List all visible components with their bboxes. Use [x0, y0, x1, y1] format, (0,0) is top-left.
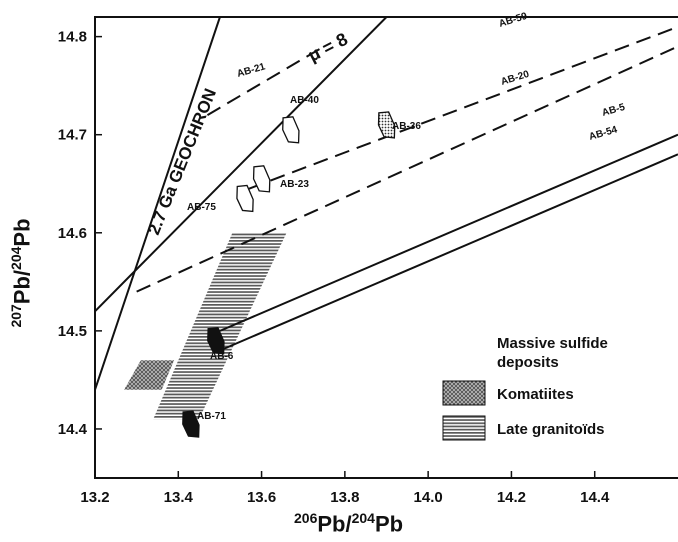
sample-ab-40	[282, 116, 300, 144]
ab-54-line	[219, 153, 678, 352]
plot-frame	[94, 16, 678, 479]
y-tick-label: 14.8	[58, 29, 87, 46]
late-granito-ds-field	[153, 232, 287, 420]
8-line	[95, 17, 388, 312]
legend-swatch-late-granitoids	[442, 415, 486, 441]
y-mass-number-2: 204	[8, 246, 24, 270]
x-tick-label: 13.8	[330, 489, 359, 506]
point-label-ab-59: AB-59	[498, 11, 529, 30]
point-label-ab-40: AB-40	[290, 95, 319, 106]
point-label-ab-23: AB-23	[280, 179, 309, 190]
x-tick-label: 13.4	[164, 489, 194, 506]
sample-ab-23	[252, 165, 271, 193]
point-label-ab-5: AB-5	[601, 102, 627, 119]
legend-swatch-komatiites	[442, 380, 486, 406]
legend-label-massive-sulfide: deposits	[497, 354, 559, 371]
komatiites-field	[124, 360, 175, 390]
point-label-ab-75: AB-75	[187, 202, 216, 213]
y-element-text: Pb/	[9, 269, 35, 305]
legend-label-late-granitoids: Late granitoïds	[497, 421, 605, 438]
point-label-ab-6: AB-6	[210, 351, 234, 362]
x-element-text-2: Pb	[374, 511, 404, 537]
x-mass-number-2: 204	[351, 510, 375, 526]
legend-label-komatiites: Komatiites	[497, 386, 574, 403]
x-tick-label: 14.2	[497, 489, 526, 506]
y-element-text-2: Pb	[9, 218, 35, 247]
x-axis-title: 206Pb/204Pb	[294, 510, 403, 537]
geochron-label: 2.7 Ga GEOCHRON	[144, 86, 220, 238]
point-label-ab-71: AB-71	[197, 411, 226, 422]
y-tick-label: 14.6	[58, 225, 87, 242]
x-tick-label: 14.4	[580, 489, 610, 506]
2-7-ga-geochron-line	[95, 17, 221, 391]
y-tick-label: 14.4	[58, 421, 88, 438]
y-axis-title: 207Pb/204Pb	[8, 198, 38, 348]
sample-ab-75	[236, 184, 254, 213]
x-tick-label: 14.0	[414, 489, 443, 506]
x-mass-number: 206	[294, 510, 318, 526]
y-tick-label: 14.5	[58, 323, 87, 340]
y-mass-number: 207	[8, 304, 24, 328]
sample-ab-71	[182, 410, 200, 438]
sample-ab-36	[377, 111, 396, 139]
point-label-ab-20: AB-20	[500, 69, 531, 88]
point-label-ab-21: AB-21	[236, 61, 267, 80]
ab-5-line	[219, 133, 678, 332]
point-label-ab-54: AB-54	[588, 124, 619, 143]
x-tick-label: 13.2	[80, 489, 109, 506]
sample-ab-6	[207, 326, 225, 355]
point-label-ab-36: AB-36	[392, 121, 421, 132]
legend-label-massive-sulfide: Massive sulfide	[497, 335, 608, 352]
x-tick-label: 13.6	[247, 489, 276, 506]
x-element-text: Pb/	[317, 511, 352, 537]
y-tick-label: 14.7	[58, 127, 87, 144]
ab-20-line	[136, 45, 678, 293]
ab-59-line	[248, 25, 678, 190]
